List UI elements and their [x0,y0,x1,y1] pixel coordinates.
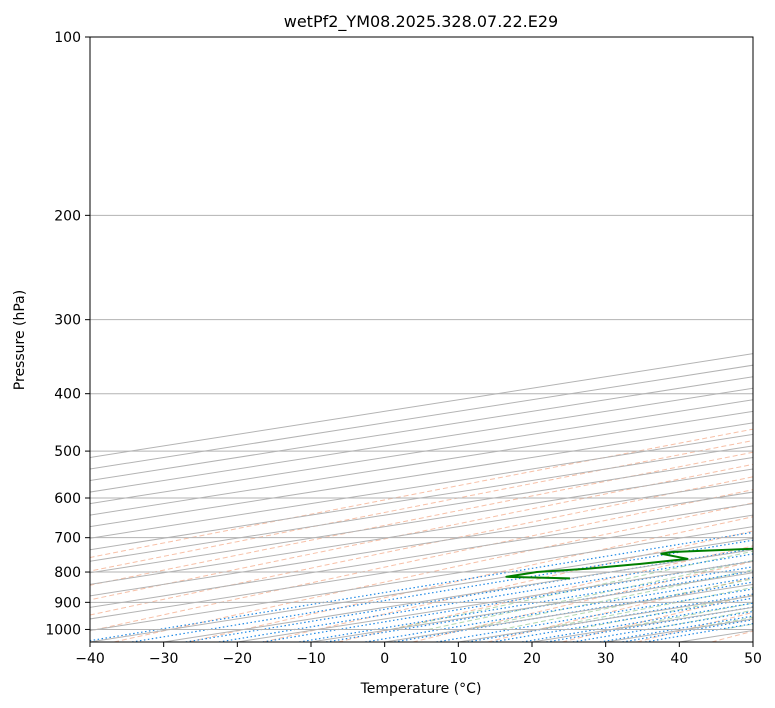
isotherm-line [90,526,753,631]
dry-adiabat-line [90,440,753,572]
isotherm-line [90,514,753,620]
x-tick-label: −20 [223,651,253,667]
y-tick-label: 1000 [45,622,81,638]
dry-adiabat-line [90,476,753,616]
x-tick-label: 40 [670,651,688,667]
isotherm-line [90,537,753,642]
mixing-ratio-line [546,606,753,642]
isotherm-line [90,491,753,597]
y-tick-label: 900 [54,595,81,611]
moist-adiabat-line [538,586,753,630]
mixing-ratio-line [218,553,753,642]
moist-adiabat-line [427,559,753,630]
y-tick-label: 400 [54,387,81,403]
grid-lines [90,37,753,642]
y-tick-label: 800 [54,565,81,581]
mixing-ratio-line [131,539,753,642]
isotherm-line [90,456,753,562]
x-tick-label: 0 [380,651,389,667]
x-tick-label: −30 [149,651,179,667]
isotherm-line [90,468,753,574]
y-tick-label: 500 [54,444,81,460]
dry-adiabat-line [263,530,753,642]
x-axis: −40 −30 −20 −10 0 10 20 30 40 50 [75,642,762,667]
isotherm-line [90,480,753,585]
dry-adiabat-line [90,428,753,558]
plot-frame [89,36,754,643]
y-axis-label: Pressure (hPa) [12,290,28,390]
chart-title: wetPf2_YM08.2025.328.07.22.E29 [284,12,558,32]
mixing-ratio-line [90,531,753,642]
y-tick-label: 100 [54,30,81,46]
dry-adiabat-line [114,502,753,642]
mixing-ratio-line [572,610,753,642]
y-tick-label: 600 [54,491,81,507]
x-axis-label: Temperature (°C) [360,681,482,697]
x-tick-label: −40 [75,651,105,667]
mixing-ratio-line [262,560,753,642]
mixing-ratio-line [522,602,753,642]
x-tick-label: −10 [296,651,326,667]
y-tick-label: 200 [54,208,81,224]
y-axis: 100 200 300 400 500 600 700 800 900 1000 [45,30,90,638]
isotherm-line [90,445,753,551]
y-tick-label: 300 [54,313,81,329]
x-tick-label: 30 [597,651,615,667]
dry-adiabat-line [487,577,753,642]
dry-adiabat-line [412,560,753,642]
x-tick-label: 20 [523,651,541,667]
moist-adiabat-line [501,578,753,630]
x-tick-label: 50 [744,651,762,667]
isotherm-line [90,503,753,608]
y-tick-label: 700 [54,531,81,547]
x-tick-label: 10 [449,651,467,667]
dry-adiabat-line [90,451,753,586]
mixing-ratio-line [599,615,753,642]
